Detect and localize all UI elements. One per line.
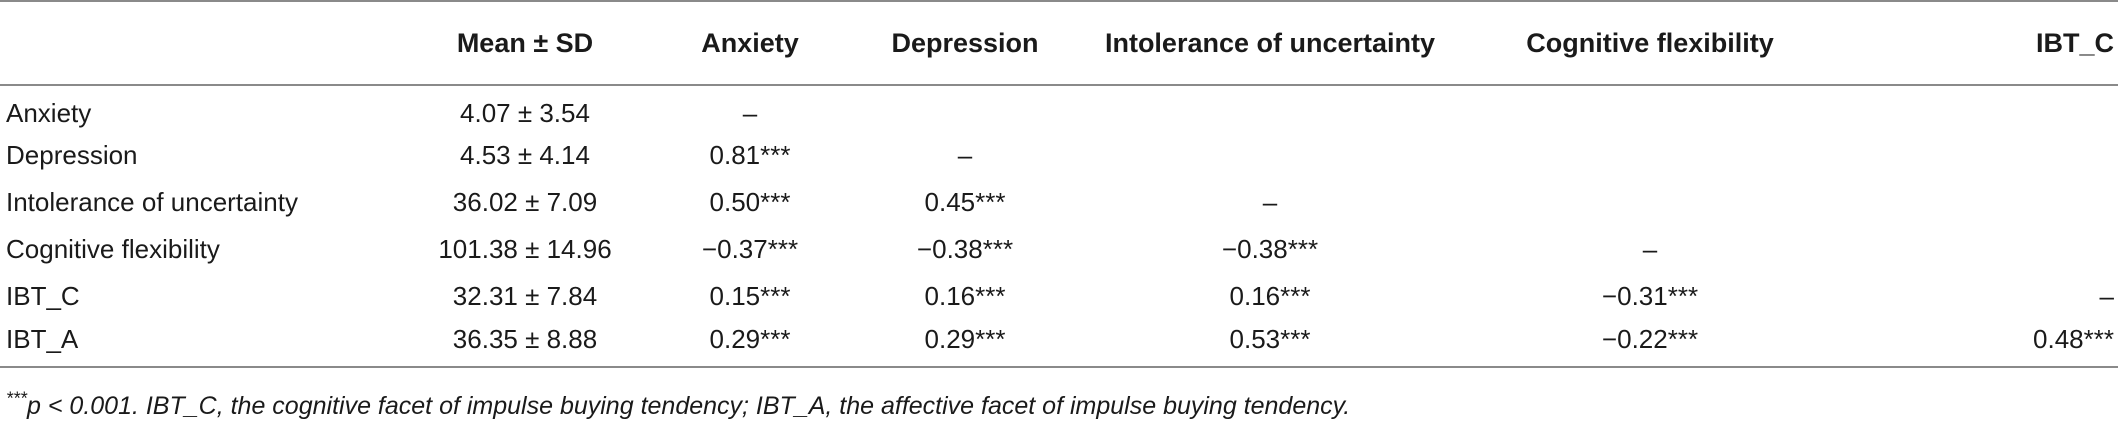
header-cell-depression: Depression <box>850 0 1080 86</box>
table-cell: 0.15*** <box>709 281 791 311</box>
table-footnote: ***p < 0.001. IBT_C, the cognitive facet… <box>6 388 1351 421</box>
table-cell <box>1840 85 2118 132</box>
footnote-marker: *** <box>6 388 28 409</box>
table-cell: −0.38*** <box>1221 234 1319 264</box>
header-cell-anxiety: Anxiety <box>650 0 850 86</box>
table-cell: 0.29*** <box>650 320 850 368</box>
table-cell <box>1460 85 1840 132</box>
table-cell: 4.53 ± 4.14 <box>460 140 590 170</box>
table-cell: −0.38*** <box>916 234 1014 264</box>
table-cell: – <box>1642 234 1658 264</box>
footnote-text: p < 0.001. IBT_C, the cognitive facet of… <box>27 392 1351 420</box>
table-row: Intolerance of uncertainty 36.02 ± 7.09 … <box>0 179 2118 226</box>
table-cell: −0.37*** <box>701 234 799 264</box>
table-cell: 0.29*** <box>850 320 1080 368</box>
table-cell: 32.31 ± 7.84 <box>452 281 598 311</box>
row-label: Cognitive flexibility <box>6 234 220 264</box>
table-cell: 4.07 ± 3.54 <box>460 97 590 128</box>
table-cell: 0.16*** <box>924 281 1006 311</box>
header-cell-ibt-c: IBT_C <box>1840 0 2118 86</box>
table-cell: – <box>2099 281 2114 311</box>
header-cell-intolerance: Intolerance of uncertainty <box>1080 0 1460 86</box>
correlation-table: Mean ± SD Anxiety Depression Intolerance… <box>0 0 2118 368</box>
table-header: Mean ± SD Anxiety Depression Intolerance… <box>0 0 2118 86</box>
row-label: IBT_C <box>6 281 80 311</box>
table-cell: 0.81*** <box>709 140 791 170</box>
table-cell: – <box>957 140 973 170</box>
table-cell: 0.16*** <box>1229 281 1311 311</box>
row-label: Depression <box>6 140 138 170</box>
header-cell-blank <box>0 0 400 86</box>
table-row: Depression 4.53 ± 4.14 0.81*** – <box>0 132 2118 179</box>
table-cell <box>850 85 1080 132</box>
table-cell: 36.35 ± 8.88 <box>400 320 650 368</box>
table-cell: 0.45*** <box>924 187 1006 217</box>
table-cell <box>1840 132 2118 179</box>
table-cell <box>1080 132 1460 179</box>
table-body: Anxiety 4.07 ± 3.54 – Depression 4.53 ± … <box>0 85 2118 368</box>
table-row: Anxiety 4.07 ± 3.54 – <box>0 85 2118 132</box>
row-label: Anxiety <box>6 97 92 128</box>
table-cell: 0.53*** <box>1080 320 1460 368</box>
table-cell: – <box>742 97 758 128</box>
table-cell <box>1840 226 2118 273</box>
header-cell-mean-sd: Mean ± SD <box>400 0 650 86</box>
table-row: IBT_A 36.35 ± 8.88 0.29*** 0.29*** 0.53*… <box>0 320 2118 368</box>
table-cell: 0.50*** <box>709 187 791 217</box>
row-label: IBT_A <box>0 320 400 368</box>
table-cell: – <box>1262 187 1278 217</box>
table-cell: −0.31*** <box>1601 281 1699 311</box>
table-cell <box>1460 179 1840 226</box>
table-cell: 36.02 ± 7.09 <box>452 187 598 217</box>
header-cell-cognitive-flexibility: Cognitive flexibility <box>1460 0 1840 86</box>
table-cell: 101.38 ± 14.96 <box>438 234 612 264</box>
table-cell <box>1840 179 2118 226</box>
table-row: IBT_C 32.31 ± 7.84 0.15*** 0.16*** 0.16*… <box>0 273 2118 320</box>
row-label: Intolerance of uncertainty <box>6 187 298 217</box>
table-cell: 0.48*** <box>1840 320 2118 368</box>
table-row: Cognitive flexibility 101.38 ± 14.96 −0.… <box>0 226 2118 273</box>
header-row: Mean ± SD Anxiety Depression Intolerance… <box>0 0 2118 86</box>
table-cell <box>1460 132 1840 179</box>
table-cell: −0.22*** <box>1460 320 1840 368</box>
table-cell <box>1080 85 1460 132</box>
